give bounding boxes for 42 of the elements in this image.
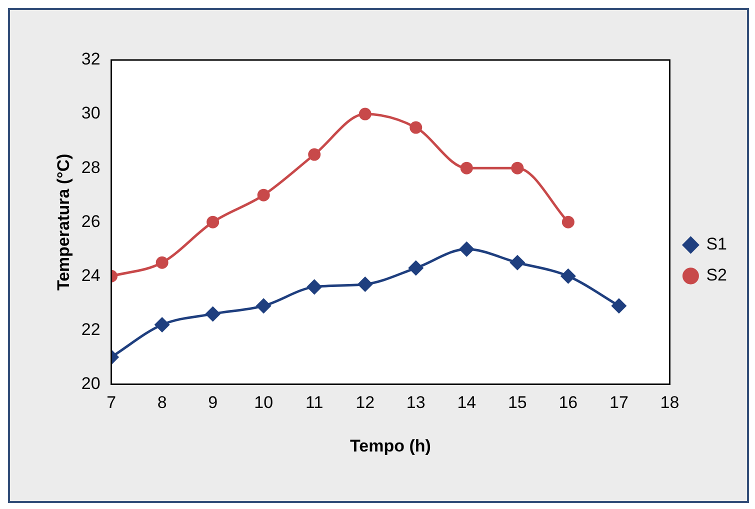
legend-label: S2 — [706, 266, 728, 285]
point — [560, 268, 576, 284]
point — [562, 216, 574, 228]
point — [358, 108, 372, 120]
y-tick-label: 28 — [81, 158, 100, 177]
x-tick-label: 9 — [208, 393, 218, 412]
point — [410, 121, 422, 134]
x-tick-label: 18 — [660, 393, 680, 412]
legend-label: S1 — [706, 234, 728, 254]
x-tick-label: 11 — [306, 393, 324, 412]
x-tick-label: 14 — [457, 393, 476, 412]
x-tick-label: 16 — [558, 393, 578, 412]
point — [156, 256, 168, 269]
x-tick-label: 13 — [406, 393, 426, 412]
y-tick-label: 20 — [81, 374, 100, 393]
y-tick-label: 32 — [81, 50, 100, 69]
x-axis-title: Tempo (h) — [350, 436, 431, 456]
x-tick-label: 12 — [356, 393, 375, 412]
point — [154, 318, 170, 332]
x-tick-label: 8 — [157, 393, 167, 412]
point — [256, 298, 271, 314]
y-axis-title: Temperatura (°C) — [54, 154, 73, 291]
point — [307, 280, 322, 294]
point — [206, 306, 220, 322]
y-tick-label: 30 — [81, 104, 100, 123]
point — [257, 188, 270, 202]
point — [358, 276, 372, 292]
point — [308, 148, 321, 161]
point — [460, 162, 473, 174]
y-tick-label: 22 — [81, 320, 100, 339]
x-tick-label: 10 — [254, 393, 274, 412]
point — [206, 216, 220, 228]
point — [459, 242, 474, 256]
y-tick-label: 24 — [81, 266, 100, 285]
point — [511, 162, 524, 174]
point — [510, 255, 525, 270]
y-tick-label: 26 — [81, 212, 100, 231]
point — [408, 260, 424, 276]
x-tick-label: 15 — [508, 393, 527, 412]
x-tick-label: 17 — [609, 393, 628, 412]
x-tick-label: 7 — [106, 393, 116, 412]
point — [612, 298, 626, 314]
